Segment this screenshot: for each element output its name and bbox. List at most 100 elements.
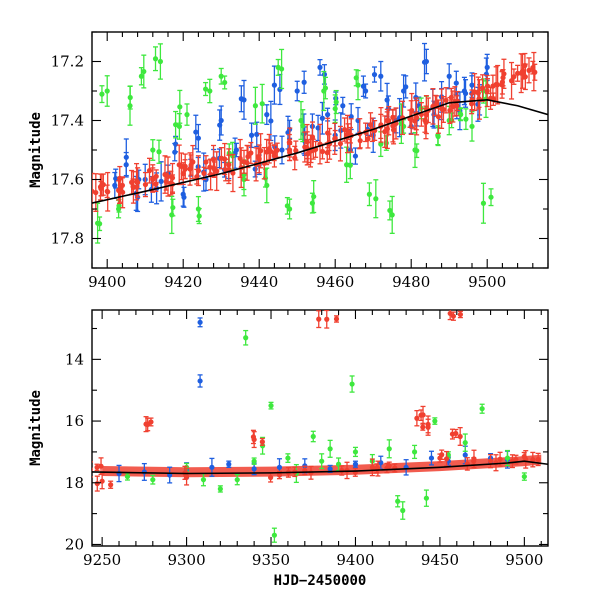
series-green <box>124 329 527 543</box>
green-point <box>95 202 101 244</box>
green-point <box>327 439 333 458</box>
top-y-axis-label: Magnitude <box>28 112 44 188</box>
green-point <box>150 474 156 485</box>
blue-point <box>158 161 164 202</box>
blue-point <box>301 70 307 94</box>
red-point <box>443 87 449 114</box>
red-point <box>248 141 254 165</box>
green-point <box>99 85 105 104</box>
green-point <box>251 457 257 465</box>
blue-point <box>249 122 255 149</box>
red-point <box>241 149 247 174</box>
blue-point <box>421 42 428 82</box>
red-point <box>210 144 217 174</box>
red-point <box>188 154 194 176</box>
green-point <box>252 86 258 125</box>
blue-point <box>279 135 285 165</box>
red-point <box>92 461 93 478</box>
x-tick-label: 9460 <box>316 273 354 291</box>
green-point <box>352 446 359 458</box>
blue-point <box>294 80 300 102</box>
green-point <box>152 46 159 72</box>
green-point <box>400 501 406 520</box>
green-point <box>395 495 401 508</box>
green-point <box>173 110 179 139</box>
red-point <box>501 58 507 89</box>
red-point <box>293 140 299 161</box>
x-tick-label: 9420 <box>164 273 202 291</box>
fit-curve <box>92 460 548 475</box>
bottom-plot-frame <box>91 309 549 547</box>
green-point <box>366 182 372 207</box>
red-point <box>457 310 463 319</box>
red-point <box>386 105 392 136</box>
green-point <box>156 139 162 164</box>
red-point <box>108 480 114 489</box>
green-point <box>177 89 183 124</box>
x-tick-label: 9400 <box>336 551 374 569</box>
red-point <box>526 57 532 84</box>
red-point <box>142 171 149 198</box>
blue-point <box>193 114 199 150</box>
green-point <box>271 527 277 543</box>
top-panel: 9400 9420 9440 9460 9480 9500 17.2 17.4 17.6 17.8… <box>28 31 549 291</box>
series-red <box>92 310 541 492</box>
blue-point <box>378 60 384 92</box>
red-point <box>369 458 375 477</box>
x-tick-label: 9440 <box>240 273 278 291</box>
red-point <box>487 453 494 469</box>
blue-point <box>113 168 119 189</box>
green-point <box>414 143 420 159</box>
green-point <box>243 329 249 346</box>
red-point <box>244 144 250 181</box>
y-tick-label: 18 <box>65 474 84 492</box>
red-point <box>337 125 344 162</box>
green-point <box>157 43 163 80</box>
bottom-panel: 9250 9300 9350 9400 9450 9500 14 16 18 20 Magnitu… <box>28 309 549 589</box>
blue-point <box>403 75 409 99</box>
green-point <box>279 48 285 90</box>
red-point <box>325 117 331 149</box>
green-point <box>287 198 293 220</box>
red-point <box>203 155 209 170</box>
green-point <box>202 81 209 97</box>
blue-point <box>271 65 277 105</box>
green-point <box>234 473 240 486</box>
blue-point <box>254 121 260 148</box>
red-point <box>418 409 424 422</box>
blue-point <box>217 109 223 141</box>
green-point <box>373 179 379 219</box>
red-point <box>214 151 220 192</box>
green-point <box>521 472 527 481</box>
red-point <box>530 451 536 468</box>
red-point <box>146 157 153 184</box>
red-point <box>194 168 200 185</box>
red-point <box>522 63 528 91</box>
y-tick-label: 16 <box>65 412 84 430</box>
blue-point <box>181 186 187 208</box>
red-point <box>515 64 521 82</box>
green-point <box>353 69 359 87</box>
red-point <box>414 410 420 427</box>
red-point <box>531 51 537 92</box>
blue-point <box>195 123 201 153</box>
blue-point <box>340 96 346 115</box>
red-point <box>190 144 196 180</box>
red-point <box>99 473 105 490</box>
red-point <box>319 143 326 160</box>
red-point <box>484 78 491 95</box>
green-point <box>141 54 147 89</box>
green-point <box>386 439 392 459</box>
red-point <box>447 310 453 321</box>
red-point <box>182 159 188 180</box>
x-tick-label: 9250 <box>83 551 121 569</box>
red-point <box>324 310 330 329</box>
red-point <box>169 162 176 193</box>
green-point <box>196 207 202 225</box>
green-point <box>462 433 468 452</box>
blue-point <box>172 142 178 162</box>
red-point <box>274 142 280 158</box>
blue-point <box>197 374 203 388</box>
red-point <box>508 61 515 100</box>
bottom-x-axis-label: HJD−2450000 <box>274 573 367 589</box>
